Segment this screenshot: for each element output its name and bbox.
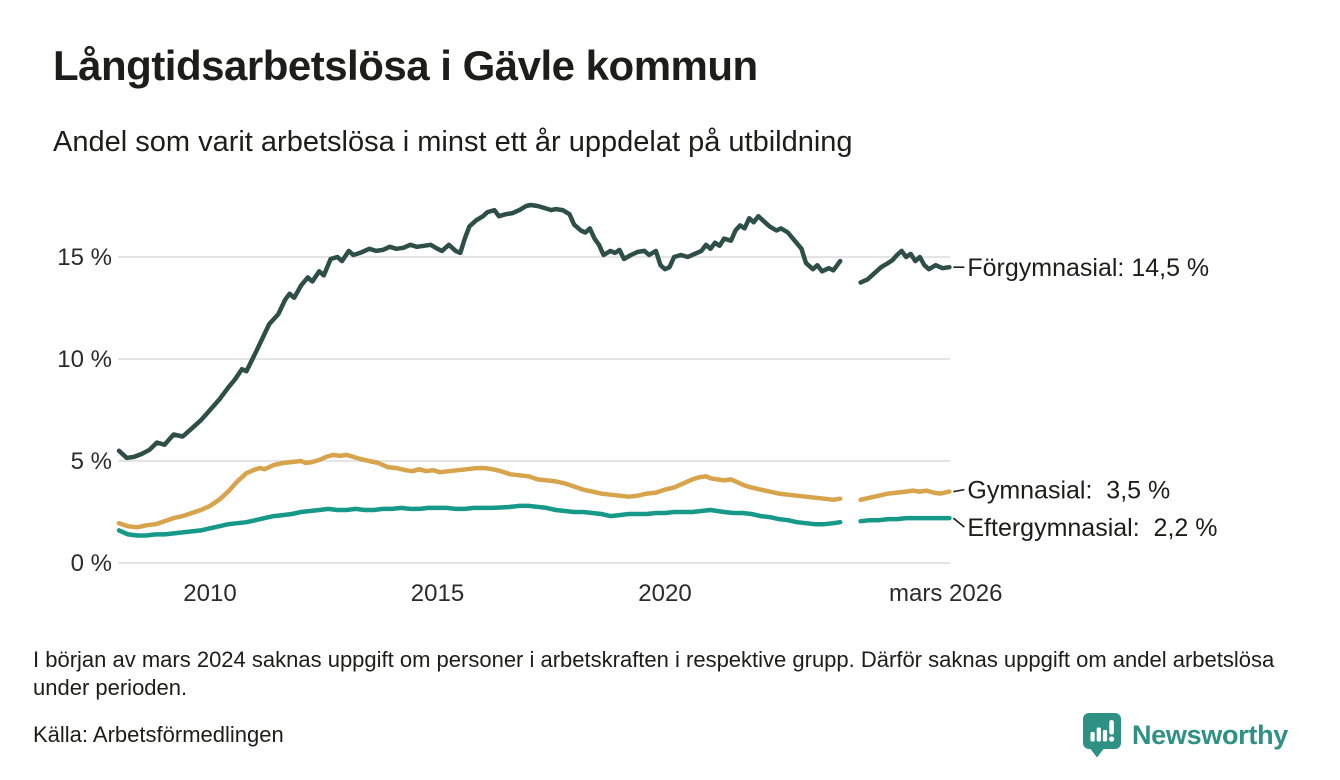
y-tick-0: 0 % <box>71 550 112 577</box>
y-tick-15: 15 % <box>57 244 112 271</box>
x-tick-1: 2015 <box>411 580 464 607</box>
line-eftergymnasial-seg0 <box>116 503 843 538</box>
data-series <box>116 202 952 538</box>
line-eftergymnasial-seg1 <box>858 515 952 524</box>
source-caption: Källa: Arbetsförmedlingen <box>33 722 284 747</box>
line-gymnasial-seg1 <box>858 488 952 503</box>
newsworthy-wordmark: Newsworthy <box>1131 720 1288 750</box>
y-tick-5: 5 % <box>71 448 112 475</box>
gridlines <box>118 256 950 564</box>
x-tick-2: 2020 <box>638 580 691 607</box>
y-tick-10: 10 % <box>57 346 112 373</box>
newsworthy-bubble-icon <box>1082 713 1121 758</box>
line-gymnasial-seg0 <box>116 452 843 530</box>
leader-gymnasial <box>953 488 965 493</box>
footnote: I början av mars 2024 saknas uppgift om … <box>33 647 1275 701</box>
end-label-gymnasial: Gymnasial: 3,5 % <box>967 477 1170 505</box>
page-title: Långtidsarbetslösa i Gävle kommun <box>53 42 758 89</box>
y-axis-tick-labels: 15 % 10 % 5 % 0 % <box>57 244 112 577</box>
line-forgymnasial-seg0 <box>116 202 843 461</box>
line-forgymnasial-seg1 <box>858 248 952 285</box>
end-label-forgymnasial: Förgymnasial: 14,5 % <box>967 254 1209 282</box>
end-label-eftergymnasial: Eftergymnasial: 2,2 % <box>967 514 1217 542</box>
x-axis-tick-labels: 2010 2015 2020 mars 2026 <box>183 580 1002 607</box>
chart-subtitle: Andel som varit arbetslösa i minst ett å… <box>53 126 853 158</box>
x-tick-3: mars 2026 <box>889 580 1002 607</box>
series-end-labels: Förgymnasial: 14,5 % Gymnasial: 3,5 % Efte… <box>952 254 1218 542</box>
x-tick-0: 2010 <box>183 580 236 607</box>
line-chart: 15 % 10 % 5 % 0 % 2010 2015 2020 mars 2026 För… <box>57 202 1218 607</box>
leader-eftergymnasial <box>952 517 965 528</box>
newsworthy-logo[interactable]: Newsworthy <box>1082 712 1288 759</box>
